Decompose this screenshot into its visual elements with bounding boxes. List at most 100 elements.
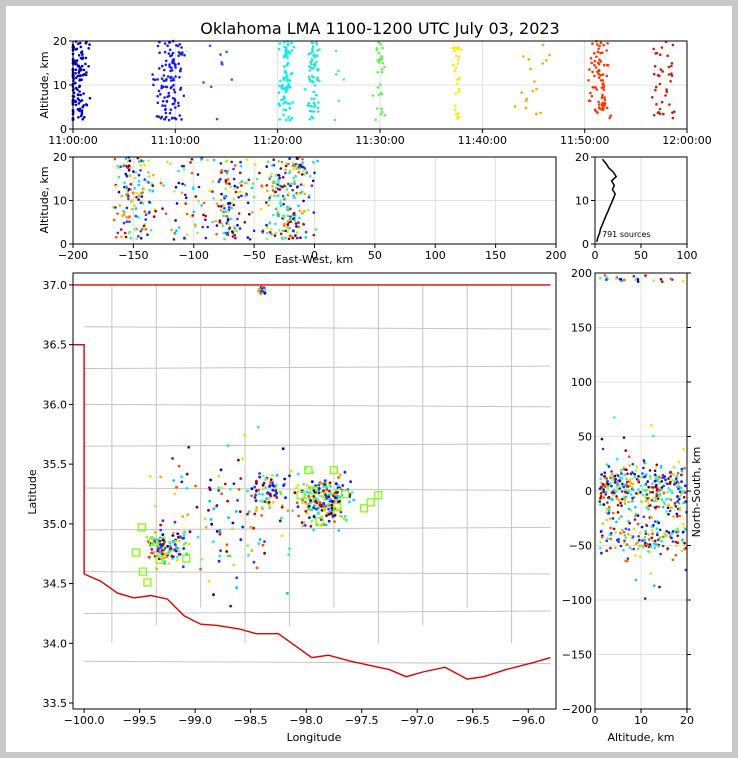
ew-altitude-point (296, 236, 299, 240)
time-height-point (169, 108, 173, 111)
time-height-point (157, 89, 161, 93)
plan-view-point (314, 499, 317, 503)
time-height-point (167, 94, 171, 98)
altitude-ns-point (648, 469, 652, 472)
ew-altitude-point (225, 215, 228, 218)
plan-view-point (173, 543, 177, 547)
plan-view-panel: −100.0 −99.5 −99.0 −98.5 −98.0 −97.5 −97.0 −96.… (26, 272, 557, 744)
plan-view-point (167, 540, 171, 544)
time-height-point (167, 118, 171, 122)
altitude-ns-point (621, 528, 624, 532)
time-height-point (379, 43, 383, 46)
ew-altitude-point (284, 171, 287, 175)
altitude-ns-point (652, 496, 655, 500)
altitude-ns-point (617, 484, 620, 487)
plan-view-point (258, 472, 261, 475)
time-height-point (284, 90, 288, 94)
ew-altitude-point (232, 203, 236, 207)
altitude-ns-point (653, 473, 657, 477)
altitude-ns-point (683, 547, 686, 551)
plan-xlabel: Longitude (287, 731, 342, 744)
p3-ytick-label: 0 (582, 238, 589, 251)
time-height-point (288, 51, 291, 55)
time-height-point (81, 118, 84, 121)
time-height-point (161, 99, 165, 103)
plan-view-point (246, 544, 250, 548)
time-height-point (661, 70, 664, 73)
ew-altitude-point (182, 168, 186, 171)
time-height-point (451, 46, 454, 50)
ew-altitude-point (228, 182, 231, 185)
plan-view-point (309, 524, 313, 528)
plan-view-point (261, 483, 265, 487)
plan-view-point (219, 468, 223, 472)
ew-altitude-point (137, 194, 141, 197)
ew-altitude-point (287, 237, 291, 241)
altitude-ns-point (655, 492, 658, 496)
plan-view-point (267, 500, 271, 504)
ew-altitude-point (143, 178, 146, 181)
time-height-point (174, 117, 178, 121)
time-height-point (288, 102, 292, 106)
time-height-point (159, 93, 162, 96)
ew-altitude-point (279, 204, 283, 208)
altitude-ns-point (638, 538, 641, 542)
altitude-ns-point (603, 477, 607, 481)
ew-altitude-point (220, 192, 223, 196)
time-height-point (166, 75, 170, 78)
altitude-ns-point (629, 472, 633, 476)
time-height-point (178, 43, 182, 46)
altitude-ns-point (677, 501, 681, 505)
time-height-point (78, 90, 81, 93)
time-height-point (87, 47, 90, 50)
plan-view-point (223, 482, 227, 486)
time-height-point (180, 46, 183, 49)
altitude-ns-point (624, 488, 627, 492)
ew-altitude-point (221, 224, 225, 228)
plan-view-point (264, 486, 268, 489)
ew-altitude-point (143, 163, 146, 167)
plan-view-point (156, 549, 160, 553)
p2-xtick-label: −50 (243, 249, 266, 262)
time-height-point (285, 54, 288, 58)
altitude-ns-point (615, 457, 619, 461)
p4-ytick-label: 36.0 (43, 398, 68, 411)
altitude-ns-point (598, 500, 602, 503)
plan-view-point (308, 516, 311, 519)
time-height-point (308, 118, 312, 121)
altitude-ns-point (662, 484, 665, 488)
altitude-ns-point (619, 544, 623, 548)
time-height-point (605, 74, 609, 78)
ew-altitude-point (277, 160, 281, 163)
ew-altitude-point (146, 180, 149, 183)
time-height-point (282, 113, 285, 117)
altitude-ns-point (683, 541, 686, 545)
time-height-panel: 11:00:00 11:10:00 11:20:00 11:30:00 11:40:00… (38, 35, 712, 147)
altitude-ns-point (634, 578, 638, 582)
time-height-point (79, 114, 83, 118)
plan-view-point (181, 515, 185, 518)
altitude-ns-point (624, 490, 627, 494)
time-height-point (310, 80, 314, 83)
ew-altitude-point (274, 231, 278, 235)
altitude-ns-point (636, 522, 640, 526)
plan-view-point (169, 547, 173, 550)
ew-altitude-point (245, 181, 249, 185)
altitude-ns-point (683, 466, 686, 470)
time-height-point (284, 100, 287, 104)
time-height-point (284, 71, 288, 75)
plan-view-point (247, 553, 251, 557)
altitude-ns-point (613, 416, 616, 419)
time-height-point (457, 87, 461, 91)
time-height-point (333, 118, 337, 122)
plan-view-point (215, 530, 219, 533)
ew-altitude-point (279, 199, 283, 202)
ew-altitude-point (281, 214, 285, 217)
altitude-ns-point (674, 553, 678, 557)
altitude-ns-point (645, 489, 648, 492)
ew-altitude-point (125, 164, 128, 168)
altitude-ns-point (605, 278, 608, 282)
ew-altitude-point (238, 227, 242, 230)
time-height-point (285, 50, 289, 54)
